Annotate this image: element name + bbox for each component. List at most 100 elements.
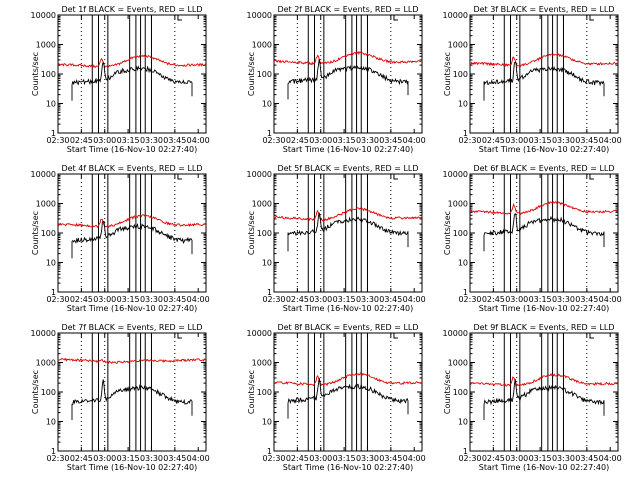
x-tick-label: 03:30 [356, 454, 379, 463]
x-tick-label: 03:45 [163, 454, 186, 463]
x-tick-label: 03:30 [356, 136, 379, 145]
y-tick-label: 10000 [443, 329, 468, 338]
x-tick-label: 02:45 [482, 454, 505, 463]
chart-panel-8: Det 8f BLACK = Events, RED = LLD 02:30 02:… [247, 323, 426, 472]
y-tick-label: 10000 [443, 11, 468, 20]
bracket-mark [393, 333, 398, 339]
x-tick-label: 03:30 [552, 136, 575, 145]
plot-frame [57, 173, 207, 293]
x-tick-label: 03:15 [333, 454, 356, 463]
x-tick-label: 03:15 [117, 295, 140, 304]
chart-panel-6: Det 6f BLACK = Events, RED = LLD 02:30 02:… [443, 164, 622, 313]
x-tick-label: 04:00 [403, 295, 426, 304]
chart-panel-5: Det 5f BLACK = Events, RED = LLD 02:30 02:… [247, 164, 426, 313]
y-tick-label: 1000 [36, 41, 56, 50]
x-tick-label: 03:00 [93, 454, 116, 463]
y-axis-label: Counts/sec [31, 52, 40, 96]
y-tick-label: 10 [46, 259, 56, 268]
x-tick-label: 03:45 [379, 295, 402, 304]
x-tick-label: 03:30 [356, 295, 379, 304]
y-tick-label: 1000 [448, 200, 468, 209]
y-tick-label: 10 [458, 259, 468, 268]
lld-series-line [57, 214, 207, 229]
x-tick-label: 02:30 [262, 136, 285, 145]
x-tick-label: 03:45 [163, 136, 186, 145]
y-tick-label: 1 [267, 447, 272, 456]
events-series-line [483, 378, 605, 420]
x-axis-label: Start Time (16-Nov-10 02:27:40) [283, 304, 413, 313]
x-tick-label: 03:45 [379, 136, 402, 145]
events-series-line [483, 212, 605, 252]
x-tick-label: 02:30 [458, 454, 481, 463]
x-tick-label: 02:45 [70, 454, 93, 463]
y-tick-label: 10 [46, 418, 56, 427]
y-tick-label: 100 [41, 229, 56, 238]
x-tick-label: 02:45 [286, 295, 309, 304]
chart-panel-4: Det 4f BLACK = Events, RED = LLD 02:30 02:… [31, 164, 210, 313]
bracket-mark [177, 174, 182, 180]
y-tick-label: 10000 [31, 11, 56, 20]
lld-series-line [274, 372, 423, 387]
y-tick-label: 10000 [247, 11, 272, 20]
chart-title: Det 2f BLACK = Events, RED = LLD [277, 5, 418, 14]
x-tick-label: 04:00 [187, 295, 210, 304]
y-tick-label: 100 [453, 70, 468, 79]
y-axis-label: Counts/sec [247, 52, 256, 96]
y-tick-label: 1 [51, 288, 56, 297]
y-tick-label: 10 [458, 418, 468, 427]
x-tick-label: 02:45 [286, 454, 309, 463]
y-tick-label: 10000 [247, 329, 272, 338]
y-tick-label: 10000 [31, 170, 56, 179]
y-tick-label: 1000 [252, 359, 272, 368]
y-tick-label: 10000 [247, 170, 272, 179]
x-axis-label: Start Time (16-Nov-10 02:27:40) [67, 304, 197, 313]
y-tick-label: 10 [262, 418, 272, 427]
x-tick-label: 03:30 [552, 295, 575, 304]
x-tick-label: 02:45 [482, 136, 505, 145]
events-series-line [483, 61, 605, 101]
chart-title: Det 7f BLACK = Events, RED = LLD [61, 323, 202, 332]
bracket-mark [177, 15, 182, 21]
x-axis-label: Start Time (16-Nov-10 02:27:40) [67, 145, 197, 154]
y-tick-label: 100 [257, 229, 272, 238]
y-tick-label: 1000 [252, 200, 272, 209]
y-tick-label: 1 [463, 447, 468, 456]
x-tick-label: 03:15 [117, 136, 140, 145]
x-tick-label: 02:30 [46, 295, 69, 304]
x-tick-label: 04:00 [599, 136, 622, 145]
bracket-mark [589, 15, 594, 21]
plot-frame [469, 332, 619, 452]
y-tick-label: 10 [262, 259, 272, 268]
x-tick-label: 04:00 [599, 295, 622, 304]
y-axis-label: Counts/sec [443, 52, 452, 96]
x-tick-label: 03:15 [117, 454, 140, 463]
x-tick-label: 03:45 [575, 136, 598, 145]
x-tick-label: 04:00 [599, 454, 622, 463]
chart-title: Det 5f BLACK = Events, RED = LLD [277, 164, 418, 173]
y-tick-label: 10 [262, 100, 272, 109]
x-tick-label: 04:00 [403, 136, 426, 145]
x-axis-label: Start Time (16-Nov-10 02:27:40) [479, 145, 609, 154]
x-tick-label: 02:30 [458, 136, 481, 145]
plot-frame [273, 332, 423, 452]
x-tick-label: 03:45 [379, 454, 402, 463]
y-axis-label: Counts/sec [443, 211, 452, 255]
x-tick-label: 02:45 [286, 136, 309, 145]
x-tick-label: 02:30 [46, 136, 69, 145]
y-tick-label: 1000 [36, 359, 56, 368]
y-tick-label: 100 [453, 229, 468, 238]
y-tick-label: 100 [41, 70, 56, 79]
chart-panel-3: Det 3f BLACK = Events, RED = LLD 02:30 02:… [443, 5, 622, 154]
x-tick-label: 03:15 [333, 295, 356, 304]
x-tick-label: 03:15 [529, 136, 552, 145]
y-tick-label: 1 [51, 129, 56, 138]
x-tick-label: 03:00 [93, 295, 116, 304]
bracket-mark [589, 174, 594, 180]
y-tick-label: 1 [267, 129, 272, 138]
chart-panel-9: Det 9f BLACK = Events, RED = LLD 02:30 02:… [443, 323, 622, 472]
x-tick-label: 03:30 [140, 136, 163, 145]
chart-title: Det 8f BLACK = Events, RED = LLD [277, 323, 418, 332]
y-tick-label: 10 [458, 100, 468, 109]
x-axis-label: Start Time (16-Nov-10 02:27:40) [283, 145, 413, 154]
